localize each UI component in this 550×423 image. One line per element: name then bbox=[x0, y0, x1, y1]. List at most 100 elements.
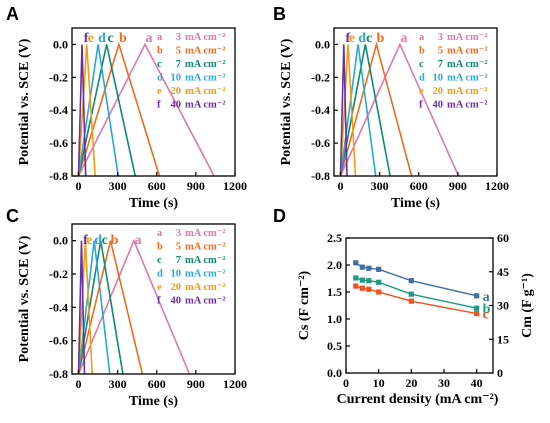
y-tick-label: 2.5 bbox=[327, 231, 342, 245]
legend-unit-c: mA cm⁻² bbox=[185, 255, 225, 266]
legend-unit-d: mA cm⁻² bbox=[185, 269, 225, 280]
x-tick-label: 300 bbox=[109, 179, 127, 193]
curve-tag-b: b bbox=[119, 31, 127, 46]
legend-unit-c: mA cm⁻² bbox=[447, 59, 487, 70]
y-tick-label: -0.8 bbox=[311, 169, 330, 183]
curve-tag-b: b bbox=[111, 233, 119, 248]
legend-unit-c: mA cm⁻² bbox=[185, 59, 225, 70]
curve-tag-a: a bbox=[400, 31, 407, 46]
legend-letter-d: d bbox=[157, 73, 163, 84]
legend-value-c: 7 bbox=[176, 255, 181, 266]
legend-letter-a: a bbox=[157, 228, 163, 239]
legend-letter-c: c bbox=[157, 255, 162, 266]
panel-b: B 0 300 600 900 1200 -0.8 -0.6 -0.4 -0.2 0.0 Time (… bbox=[273, 4, 509, 211]
legend-value-b: 5 bbox=[176, 242, 181, 253]
legend-value-f: 40 bbox=[433, 100, 444, 111]
curve-f bbox=[77, 44, 87, 177]
legend-letter-f: f bbox=[419, 100, 423, 111]
curve-tag-b: b bbox=[376, 31, 384, 46]
legend-letter-e: e bbox=[157, 86, 162, 97]
plot-frame bbox=[71, 27, 236, 177]
y-axis-title: Potential vs. SCE (V) bbox=[279, 38, 294, 165]
legend-letter-b: b bbox=[419, 46, 425, 57]
legend-unit-b: mA cm⁻² bbox=[447, 46, 487, 57]
legend-value-b: 5 bbox=[438, 46, 443, 57]
x-tick-label: 20 bbox=[405, 376, 417, 390]
legend-letter-b: b bbox=[157, 242, 163, 253]
curve-tag-f: f bbox=[345, 31, 350, 46]
legend-unit-b: mA cm⁻² bbox=[185, 242, 225, 253]
x-tick-label: 30 bbox=[438, 376, 450, 390]
data-point-c bbox=[376, 289, 382, 295]
x-tick-label: 10 bbox=[373, 376, 385, 390]
legend-unit-e: mA cm⁻² bbox=[185, 282, 225, 293]
legend-value-a: 3 bbox=[438, 32, 443, 43]
data-point-b bbox=[366, 278, 372, 284]
x-tick-label: 900 bbox=[449, 179, 467, 193]
curve-c bbox=[339, 44, 391, 177]
legend-unit-e: mA cm⁻² bbox=[447, 86, 487, 97]
legend-unit-b: mA cm⁻² bbox=[185, 46, 225, 57]
y2-tick-label: 0 bbox=[497, 366, 503, 380]
legend-value-a: 3 bbox=[176, 228, 181, 239]
y-tick-label: 0.5 bbox=[327, 339, 342, 353]
series-tag-b: b bbox=[483, 302, 491, 317]
y-tick-label: -0.2 bbox=[49, 70, 68, 84]
legend-unit-f: mA cm⁻² bbox=[447, 100, 487, 111]
y-tick-label: -0.6 bbox=[49, 334, 68, 348]
legend-unit-d: mA cm⁻² bbox=[447, 73, 487, 84]
legend-letter-e: e bbox=[419, 86, 424, 97]
curve-e bbox=[77, 240, 93, 375]
curve-tag-c: c bbox=[102, 233, 108, 248]
data-point-b bbox=[376, 279, 382, 285]
y-tick-label: 0.0 bbox=[53, 37, 68, 51]
x-axis-title: Time (s) bbox=[129, 196, 178, 211]
data-point-c bbox=[408, 298, 414, 304]
x-tick-label: 0 bbox=[76, 377, 82, 391]
data-point-c bbox=[359, 285, 365, 291]
y-tick-label: -0.8 bbox=[49, 169, 68, 183]
y-tick-label: 2.0 bbox=[327, 258, 342, 272]
legend-value-e: 20 bbox=[433, 86, 444, 97]
legend-value-d: 10 bbox=[171, 73, 182, 84]
panel-c: C 0 300 600 900 1200 -0.8 -0.6 -0.4 -0.2 0.0 Time (… bbox=[6, 206, 247, 409]
x-tick-label: 300 bbox=[371, 179, 389, 193]
y-tick-label: 0.0 bbox=[315, 37, 330, 51]
panel-a: A 0 300 600 900 1200 -0.8 -0.6 -0.4 -0.2 0.0 Time (… bbox=[6, 4, 247, 211]
curve-a bbox=[77, 238, 191, 375]
y-tick-label: -0.6 bbox=[311, 136, 330, 150]
y-tick-label: 0.0 bbox=[53, 234, 68, 248]
x-tick-label: 900 bbox=[187, 179, 205, 193]
data-point-a bbox=[366, 265, 372, 271]
legend-value-c: 7 bbox=[176, 59, 181, 70]
curve-a bbox=[77, 42, 215, 177]
panel-letter: A bbox=[6, 4, 19, 24]
legend-value-a: 3 bbox=[176, 32, 181, 43]
curve-tag-d: d bbox=[98, 31, 106, 46]
x-tick-label: 600 bbox=[410, 179, 428, 193]
y-tick-label: 1.5 bbox=[327, 285, 342, 299]
legend-letter-e: e bbox=[157, 282, 162, 293]
data-point-b bbox=[408, 291, 414, 297]
x-tick-label: 0 bbox=[76, 179, 82, 193]
data-point-a bbox=[408, 278, 414, 284]
legend-letter-a: a bbox=[157, 32, 163, 43]
curve-f bbox=[77, 240, 86, 375]
curve-tag-f: f bbox=[83, 233, 88, 248]
panel-letter: C bbox=[6, 206, 19, 226]
legend-letter-a: a bbox=[419, 32, 425, 43]
legend-unit-d: mA cm⁻² bbox=[185, 73, 225, 84]
legend-letter-f: f bbox=[157, 100, 161, 111]
legend-letter-f: f bbox=[157, 296, 161, 307]
x-tick-label: 1200 bbox=[223, 377, 247, 391]
y2-tick-label: 15 bbox=[497, 332, 509, 346]
plot-frame bbox=[333, 27, 498, 177]
panel-letter: D bbox=[273, 206, 286, 226]
data-point-a bbox=[376, 266, 382, 272]
legend-unit-a: mA cm⁻² bbox=[185, 32, 225, 43]
panel-letter: B bbox=[273, 4, 286, 24]
curve-tag-a: a bbox=[146, 31, 153, 46]
data-point-b bbox=[353, 275, 359, 281]
x-axis-title: Time (s) bbox=[129, 394, 178, 409]
